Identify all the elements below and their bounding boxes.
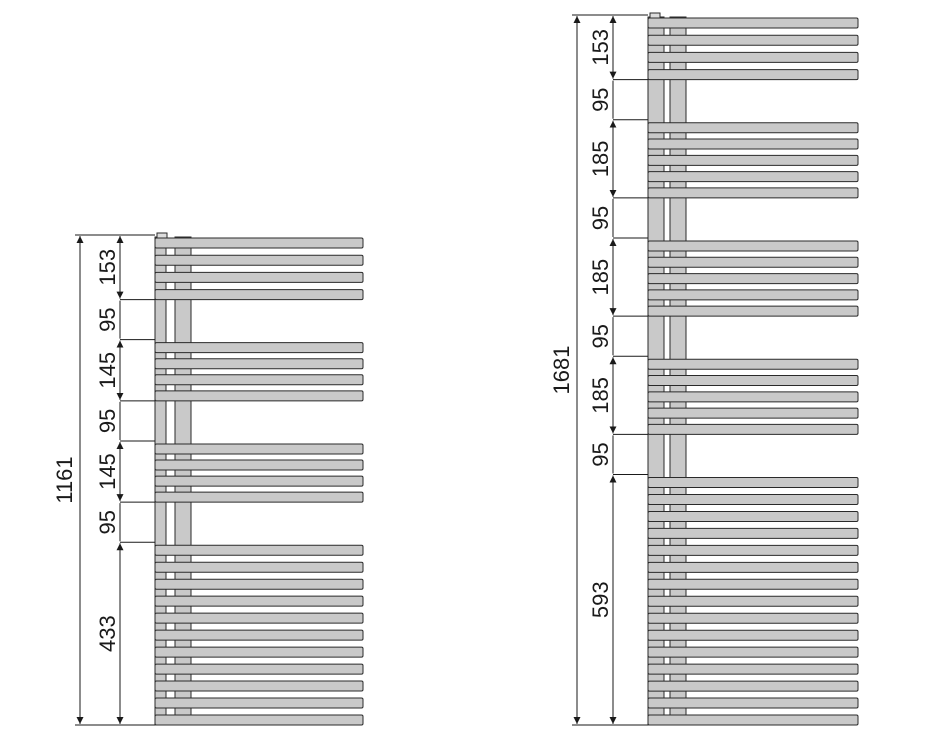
valve bbox=[649, 12, 661, 19]
towel-bar bbox=[154, 254, 364, 266]
towel-bar bbox=[647, 51, 859, 63]
towel-bar bbox=[647, 493, 859, 505]
towel-bar bbox=[647, 510, 859, 522]
total-height-label: 1681 bbox=[549, 346, 574, 395]
towel-bar bbox=[647, 17, 859, 29]
towel-bar bbox=[647, 544, 859, 556]
towel-bar bbox=[647, 240, 859, 252]
towel-bar bbox=[154, 271, 364, 283]
towel-bar bbox=[154, 680, 364, 692]
segment-dimension-label: 95 bbox=[95, 307, 120, 331]
towel-bar bbox=[647, 629, 859, 641]
towel-bar bbox=[647, 34, 859, 46]
towel-bar bbox=[647, 154, 859, 166]
towel-bar bbox=[154, 475, 364, 487]
towel-bar bbox=[647, 561, 859, 573]
radiator-1681: 1681 153 95 185 95 185 95 185 95 593 bbox=[549, 12, 859, 726]
segment-dimension-label: 145 bbox=[95, 453, 120, 490]
towel-bar bbox=[647, 646, 859, 658]
towel-bar bbox=[647, 69, 859, 81]
towel-bar bbox=[647, 289, 859, 301]
towel-bar bbox=[647, 171, 859, 183]
towel-bar bbox=[647, 407, 859, 419]
segment-dimension-label: 95 bbox=[588, 442, 613, 466]
towel-bar bbox=[647, 477, 859, 489]
segment-dimension-label: 153 bbox=[95, 249, 120, 286]
towel-bar bbox=[647, 391, 859, 403]
segment-dimension-label: 95 bbox=[95, 409, 120, 433]
towel-bar bbox=[154, 491, 364, 503]
towel-bar bbox=[647, 663, 859, 675]
towel-bar bbox=[154, 697, 364, 709]
segment-dimension-label: 95 bbox=[588, 87, 613, 111]
towel-bar bbox=[154, 629, 364, 641]
towel-bar bbox=[154, 544, 364, 556]
segment-dimension-label: 95 bbox=[588, 206, 613, 230]
towel-bar bbox=[154, 561, 364, 573]
towel-bar bbox=[154, 358, 364, 370]
towel-bar bbox=[154, 646, 364, 658]
segment-dimension-label: 145 bbox=[95, 352, 120, 389]
towel-bar bbox=[647, 423, 859, 435]
towel-bar bbox=[647, 612, 859, 624]
valve bbox=[156, 232, 168, 239]
segment-dimension-label: 593 bbox=[588, 581, 613, 618]
towel-bar bbox=[647, 527, 859, 539]
towel-bar bbox=[154, 459, 364, 471]
towel-bar bbox=[647, 122, 859, 134]
towel-bar bbox=[154, 714, 364, 726]
segment-dimension-label: 433 bbox=[95, 615, 120, 652]
towel-bar bbox=[647, 187, 859, 199]
segment-dimension-label: 153 bbox=[588, 29, 613, 66]
towel-bar bbox=[154, 663, 364, 675]
towel-bar bbox=[154, 237, 364, 249]
towel-bar bbox=[154, 612, 364, 624]
segment-dimension-label: 185 bbox=[588, 140, 613, 177]
towel-bar bbox=[647, 714, 859, 726]
towel-bar bbox=[647, 697, 859, 709]
towel-bar bbox=[647, 375, 859, 387]
towel-bar bbox=[154, 289, 364, 301]
towel-bar bbox=[647, 680, 859, 692]
radiator-1161: 1161 153 95 145 95 145 95 433 bbox=[52, 232, 364, 726]
towel-bar bbox=[154, 595, 364, 607]
towel-bar bbox=[647, 256, 859, 268]
segment-dimension-label: 95 bbox=[588, 324, 613, 348]
towel-bar bbox=[154, 443, 364, 455]
towel-bar bbox=[154, 342, 364, 354]
total-height-label: 1161 bbox=[52, 456, 77, 503]
towel-bar bbox=[154, 374, 364, 386]
towel-bar bbox=[647, 358, 859, 370]
towel-bar bbox=[647, 273, 859, 285]
towel-bar bbox=[647, 305, 859, 317]
segment-dimension-label: 185 bbox=[588, 259, 613, 296]
towel-bar bbox=[647, 578, 859, 590]
towel-bar bbox=[154, 578, 364, 590]
towel-bar bbox=[154, 390, 364, 402]
towel-bar bbox=[647, 595, 859, 607]
towel-bar bbox=[647, 138, 859, 150]
segment-dimension-label: 185 bbox=[588, 377, 613, 414]
segment-dimension-label: 95 bbox=[95, 510, 120, 534]
